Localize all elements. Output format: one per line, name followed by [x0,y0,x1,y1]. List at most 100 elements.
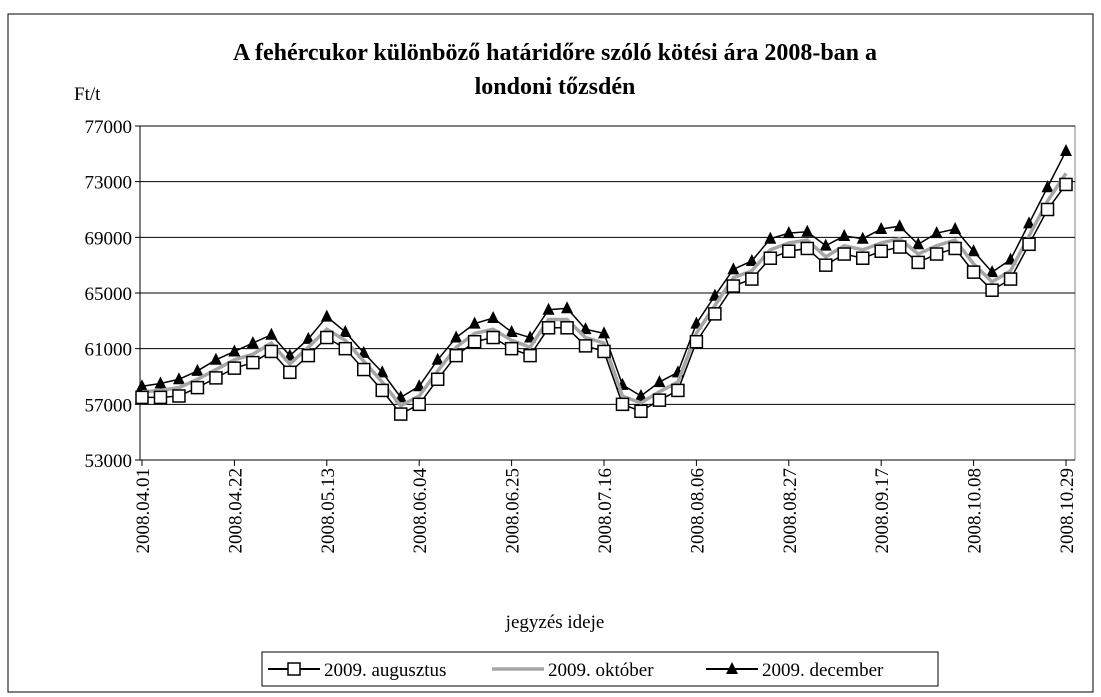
point [153,390,168,405]
x-axis-title: jegyzés ideje [505,612,605,633]
point [1023,216,1036,229]
point [172,389,186,403]
point [930,226,943,239]
point [1022,237,1036,252]
point [487,311,500,324]
point [1060,144,1072,157]
point [357,345,370,358]
point [431,352,444,365]
point [782,226,795,239]
point [265,327,278,340]
point [524,330,537,343]
y-tick-label: 53000 [85,451,133,472]
point [264,344,279,359]
point [412,397,426,412]
point [763,251,778,265]
x-tick-label: 2008.08.06 [687,468,708,554]
y-tick-label: 69000 [85,228,133,249]
chart-title: londoni tőzsdén [475,74,636,100]
point [172,372,185,385]
legend-marker [726,662,738,674]
y-tick-label: 73000 [85,173,133,194]
point [948,241,962,256]
point [542,302,555,315]
point [800,241,815,256]
point [690,316,703,329]
point [301,348,316,363]
point [467,334,482,349]
point [357,362,371,377]
point [302,331,315,344]
y-tick-label: 57000 [85,395,133,416]
y-axis-title: Ft/t [74,84,101,105]
point [1003,272,1018,286]
point [561,301,574,314]
point [450,330,463,343]
point [541,321,556,335]
point [967,244,980,257]
point [875,221,888,234]
point [874,244,888,258]
point [986,265,999,278]
legend-marker [287,662,301,676]
point [246,355,260,370]
x-tick-label: 2008.04.22 [225,468,246,554]
point [246,336,259,349]
point [615,397,630,412]
point [819,258,833,272]
point [190,380,205,395]
point [283,365,297,380]
point [560,321,574,335]
point [597,344,611,359]
x-tick-label: 2008.10.08 [965,468,986,554]
point [135,390,149,405]
point [136,379,148,392]
point [708,307,722,321]
point [1040,202,1055,217]
point [338,341,353,356]
x-tick-label: 2008.08.27 [780,468,801,554]
point [578,339,593,353]
series-line [141,172,1068,408]
point [912,237,925,250]
point [227,361,242,375]
point [745,253,758,266]
point [283,348,296,361]
point [966,265,981,279]
point [320,309,333,322]
point [949,221,962,234]
point [1041,180,1054,193]
point [671,383,685,398]
point [911,255,925,270]
point [634,404,648,419]
legend [261,651,939,687]
point [505,324,518,337]
point [855,251,870,265]
legend-label: 2009. augusztus [324,660,446,681]
x-tick-label: 2008.10.29 [1057,468,1078,554]
point [320,330,334,345]
point [486,330,500,345]
point [689,334,704,349]
point [154,376,167,389]
y-tick-label: 77000 [85,117,133,138]
point [413,379,426,392]
point [764,231,777,244]
point [782,244,796,258]
point [727,262,740,275]
point [228,344,241,357]
y-tick-label: 65000 [85,284,133,305]
point [579,322,592,335]
point [652,393,667,407]
x-tick-label: 2008.06.25 [503,468,524,554]
point [929,247,944,261]
point [892,240,907,254]
legend-label: 2009. december [762,660,884,681]
x-tick-label: 2008.04.01 [133,468,154,554]
point [209,352,222,365]
point [376,365,389,378]
legend-label: 2009. október [548,660,654,681]
y-tick-label: 61000 [85,340,133,361]
point [504,341,519,356]
